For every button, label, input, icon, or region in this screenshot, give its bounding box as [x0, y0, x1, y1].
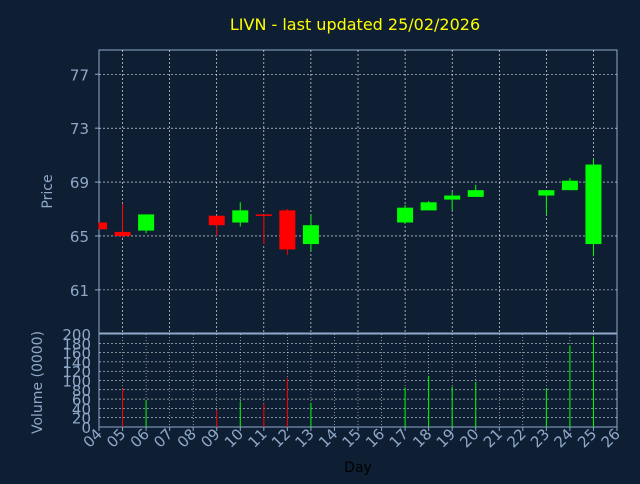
day-tick-label: 21	[480, 425, 506, 451]
candle	[538, 190, 555, 215]
day-tick-label: 12	[268, 425, 294, 451]
day-tick-label: 19	[433, 425, 459, 451]
candle-body	[585, 164, 602, 245]
candle	[255, 214, 272, 245]
day-tick-label: 17	[386, 425, 412, 451]
day-tick-label: 15	[339, 425, 365, 451]
price-ytick-label: 69	[70, 174, 89, 192]
candle	[232, 202, 249, 227]
day-tick-label: 24	[551, 425, 577, 451]
day-tick-label: 06	[127, 425, 153, 451]
candle	[420, 200, 437, 211]
volume-axis-label: Volume (0000)	[30, 331, 46, 434]
candle	[444, 191, 461, 211]
chart-title: LIVN - last updated 25/02/2026	[230, 15, 480, 34]
price-panel: 61 65 69 73 77 Price	[40, 49, 618, 334]
candle-body	[114, 231, 131, 236]
candle-body	[467, 190, 484, 197]
day-tick-label: 16	[362, 425, 388, 451]
price-axis-label: Price	[40, 174, 56, 208]
candle-body	[538, 190, 555, 196]
price-ytick-label: 61	[70, 282, 89, 300]
day-tick-label: 20	[456, 425, 482, 451]
candle	[397, 204, 414, 224]
candle-body	[99, 222, 107, 230]
candle	[279, 209, 296, 255]
candle-body	[561, 180, 578, 191]
day-tick-label: 09	[197, 425, 223, 451]
day-tick-label: 25	[574, 425, 600, 451]
volume-ytick-label: 80	[72, 382, 91, 400]
day-tick-label: 10	[221, 425, 247, 451]
candle-body	[208, 215, 225, 226]
candle-body	[255, 214, 272, 216]
candle	[138, 214, 155, 234]
day-tick-label: 22	[503, 425, 529, 451]
day-tick-label: 13	[292, 425, 318, 451]
day-tick-label: 05	[103, 425, 129, 451]
price-ytick-label: 73	[70, 120, 89, 138]
volume-ytick-label: 60	[72, 391, 91, 409]
candle-body	[420, 202, 437, 211]
candle-body	[397, 207, 414, 223]
day-tick-label: 18	[409, 425, 435, 451]
day-tick-label: 07	[150, 425, 176, 451]
candle-body	[138, 214, 155, 231]
day-axis-label: Day	[344, 460, 372, 476]
day-tick-label: 23	[527, 425, 553, 451]
candle-body	[279, 210, 296, 250]
candle	[208, 215, 225, 236]
candle	[585, 159, 602, 257]
day-tick-label: 26	[598, 425, 624, 451]
candle	[98, 222, 107, 230]
price-ytick-label: 65	[70, 228, 89, 246]
volume-ytick-label: 160	[62, 345, 91, 363]
candle	[114, 203, 131, 238]
candle-body	[302, 225, 319, 245]
day-tick-label: 14	[315, 425, 341, 451]
volume-ytick-label: 180	[62, 335, 91, 353]
volume-ytick-label: 120	[62, 363, 91, 381]
candle-body	[444, 195, 461, 200]
volume-ytick-label: 140	[62, 354, 91, 372]
volume-ytick-label: 20	[72, 410, 91, 428]
day-tick-label: 08	[174, 425, 200, 451]
candle	[467, 184, 484, 197]
price-ytick-label: 77	[70, 66, 89, 84]
volume-ytick-label: 100	[62, 373, 91, 391]
candle	[561, 178, 578, 191]
candle-body	[232, 210, 249, 223]
volume-ytick-label: 200	[62, 326, 91, 344]
volume-ytick-label: 0	[81, 419, 91, 437]
volume-ytick-label: 40	[72, 400, 91, 418]
day-tick-label: 11	[244, 425, 270, 451]
candle	[302, 214, 319, 251]
